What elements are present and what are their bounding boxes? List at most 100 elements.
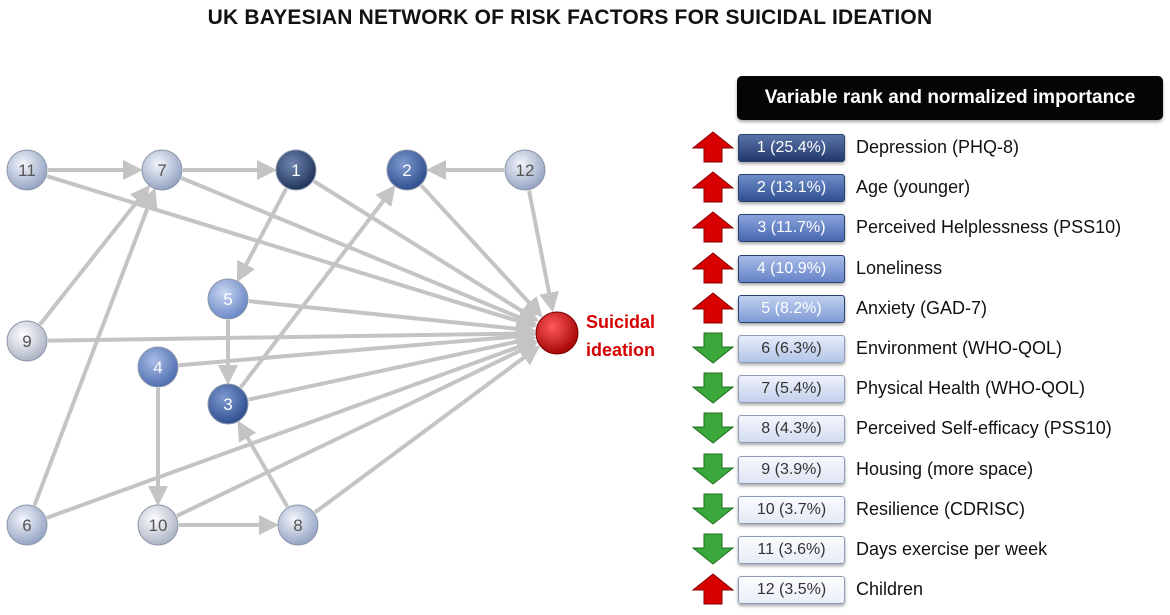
rank-importance-box: 7 (5.4%) — [738, 375, 845, 404]
edge-5-to-suicidal-ideation — [248, 299, 537, 339]
rank-variable-label: Depression (PHQ-8) — [856, 137, 1020, 157]
green-down-arrow-icon — [691, 412, 735, 445]
node-circle — [277, 504, 319, 546]
ranking-row: 12 (3.5%) Children — [688, 570, 1158, 610]
node-label: 2 — [402, 161, 411, 180]
network-node-3: 3 — [207, 383, 249, 425]
edge-4-to-suicidal-ideation — [178, 326, 537, 368]
network-node-8: 8 — [277, 504, 319, 546]
node-circle — [275, 149, 317, 191]
edge-9-to-7 — [38, 184, 151, 326]
node-label: 12 — [516, 161, 535, 180]
node-circle — [504, 149, 546, 191]
suicidal-ideation-label-line2: ideation — [586, 340, 655, 360]
rank-variable-label: Loneliness — [856, 257, 943, 278]
edge-3-to-2 — [239, 185, 396, 389]
edge-6-to-7 — [32, 187, 158, 507]
network-node-4: 4 — [137, 346, 179, 388]
rank-variable-label: Days exercise per week — [856, 539, 1048, 559]
rank-variable-label: Children — [856, 579, 924, 600]
ranking-row: 1 (25.4%) Depression (PHQ-8) — [688, 128, 1158, 168]
rank-importance-box: 1 (25.4%) — [738, 134, 845, 162]
edge-11-to-suicidal-ideation — [46, 174, 537, 331]
rank-importance-box: 2 (13.1%) — [738, 174, 845, 203]
node-label: 10 — [149, 516, 168, 535]
red-up-arrow-icon — [691, 573, 735, 605]
network-node-9: 9 — [6, 320, 48, 362]
green-down-arrow-icon — [691, 493, 735, 525]
edge-9-to-suicidal-ideation — [47, 323, 537, 344]
node-circle — [141, 149, 183, 191]
node-label: 8 — [293, 516, 302, 535]
node-circle — [6, 320, 48, 362]
node-circle — [137, 346, 179, 388]
green-down-arrow-icon — [691, 372, 735, 404]
ranking-row: 11 (3.6%) Days exercise per week — [688, 530, 1158, 570]
ranking-row: 4 (10.9%) Loneliness — [688, 249, 1158, 289]
edge-12-to-suicidal-ideation — [527, 190, 559, 313]
node-label: 3 — [223, 395, 232, 414]
rank-importance-box: 8 (4.3%) — [738, 415, 845, 444]
network-node-5: 5 — [207, 278, 249, 320]
rank-importance-box: 12 (3.5%) — [738, 576, 845, 605]
edge-2-to-suicidal-ideation — [419, 184, 543, 318]
network-node-1: 1 — [275, 149, 317, 191]
red-up-arrow-icon — [691, 292, 735, 324]
node-label: 7 — [157, 161, 166, 180]
suicidal-ideation-label-line1: Suicidal — [586, 312, 655, 332]
rank-importance-box: 5 (8.2%) — [738, 294, 845, 323]
network-node-11: 11 — [6, 149, 48, 191]
rank-variable-label: Perceived Self-efficacy (PSS10) — [856, 418, 1112, 439]
node-label: 1 — [291, 161, 300, 180]
rank-importance-box: 9 (3.9%) — [738, 455, 845, 484]
ranking-row: 3 (11.7%) Perceived Helplessness (PSS10) — [688, 208, 1158, 248]
ranking-row: 2 (13.1%) Age (younger) — [688, 168, 1158, 208]
red-up-arrow-icon — [691, 131, 735, 163]
red-up-arrow-icon — [691, 211, 735, 243]
ranking-header: Variable rank and normalized importance — [737, 76, 1163, 120]
rank-importance-box: 10 (3.7%) — [738, 495, 845, 524]
rank-importance-box: 6 (6.3%) — [738, 335, 845, 363]
node-circle — [207, 278, 249, 320]
rank-importance-box: 11 (3.6%) — [738, 536, 845, 564]
rank-variable-label: Physical Health (WHO-QOL) — [856, 378, 1086, 399]
node-circle — [6, 504, 48, 546]
red-up-arrow-icon — [691, 251, 735, 284]
node-circle — [6, 149, 48, 191]
edge-8-to-suicidal-ideation — [313, 345, 541, 515]
network-node-12: 12 — [504, 149, 546, 191]
edge-3-to-suicidal-ideation — [248, 331, 537, 402]
node-circle — [207, 383, 249, 425]
network-node-7: 7 — [141, 149, 183, 191]
green-down-arrow-icon — [691, 332, 735, 364]
page-title: UK BAYESIAN NETWORK OF RISK FACTORS FOR … — [207, 6, 933, 29]
node-label: 4 — [153, 358, 162, 377]
node-circle — [137, 504, 179, 546]
edge-10-to-suicidal-ideation — [176, 341, 539, 518]
ranking-row: 9 (3.9%) Housing (more space) — [688, 450, 1158, 490]
network-node-10: 10 — [137, 504, 179, 546]
ranking-row: 6 (6.3%) Environment (WHO-QOL) — [688, 329, 1158, 369]
rank-variable-label: Anxiety (GAD-7) — [856, 297, 988, 318]
node-label: 11 — [18, 161, 36, 180]
edge-8-to-3 — [237, 420, 290, 508]
node-label: 6 — [22, 516, 31, 535]
node-label: 9 — [22, 332, 31, 351]
edge-7-to-suicidal-ideation — [180, 176, 538, 327]
node-label: 5 — [223, 290, 232, 309]
green-down-arrow-icon — [691, 533, 735, 565]
edge-6-to-suicidal-ideation — [46, 337, 538, 520]
rank-variable-label: Age (younger) — [856, 177, 971, 198]
node-circle — [386, 149, 428, 191]
ranking-row: 10 (3.7%) Resilience (CDRISC) — [688, 490, 1158, 530]
rank-variable-label: Resilience (CDRISC) — [856, 498, 1026, 519]
edge-1-to-suicidal-ideation — [312, 179, 540, 322]
rank-variable-label: Housing (more space) — [856, 458, 1034, 479]
network-node-2: 2 — [386, 149, 428, 191]
red-up-arrow-icon — [691, 171, 735, 203]
ranking-row: 5 (8.2%) Anxiety (GAD-7) — [688, 289, 1158, 329]
ranking-row: 8 (4.3%) Perceived Self-efficacy (PSS10) — [688, 409, 1158, 449]
rank-importance-box: 4 (10.9%) — [738, 254, 845, 283]
green-down-arrow-icon — [691, 453, 735, 485]
